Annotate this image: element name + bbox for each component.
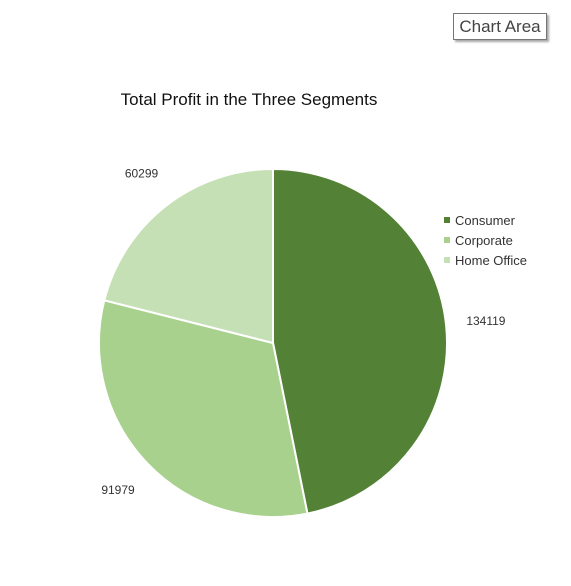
legend-label-consumer: Consumer [455,212,515,228]
pie-slice-corporate[interactable] [98,299,309,518]
legend-item-home-office[interactable]: Home Office [444,250,527,270]
legend-swatch-corporate [444,237,450,243]
chart-area-tooltip: Chart Area [453,13,547,40]
legend: Consumer Corporate Home Office [444,210,527,270]
data-label-corporate: 91979 [101,483,135,497]
chart-title: Total Profit in the Three Segments [120,90,378,109]
legend-label-home-office: Home Office [455,252,528,268]
pie-slice-consumer[interactable] [272,167,448,515]
data-label-consumer: 134119 [466,314,505,328]
pie-slice-home-office[interactable] [103,167,274,345]
legend-label-corporate: Corporate [455,232,513,248]
data-label-home-office: 60299 [125,166,159,180]
legend-swatch-consumer [444,217,450,223]
legend-swatch-home-office [444,257,450,263]
legend-item-consumer[interactable]: Consumer [444,210,527,230]
legend-item-corporate[interactable]: Corporate [444,230,527,250]
